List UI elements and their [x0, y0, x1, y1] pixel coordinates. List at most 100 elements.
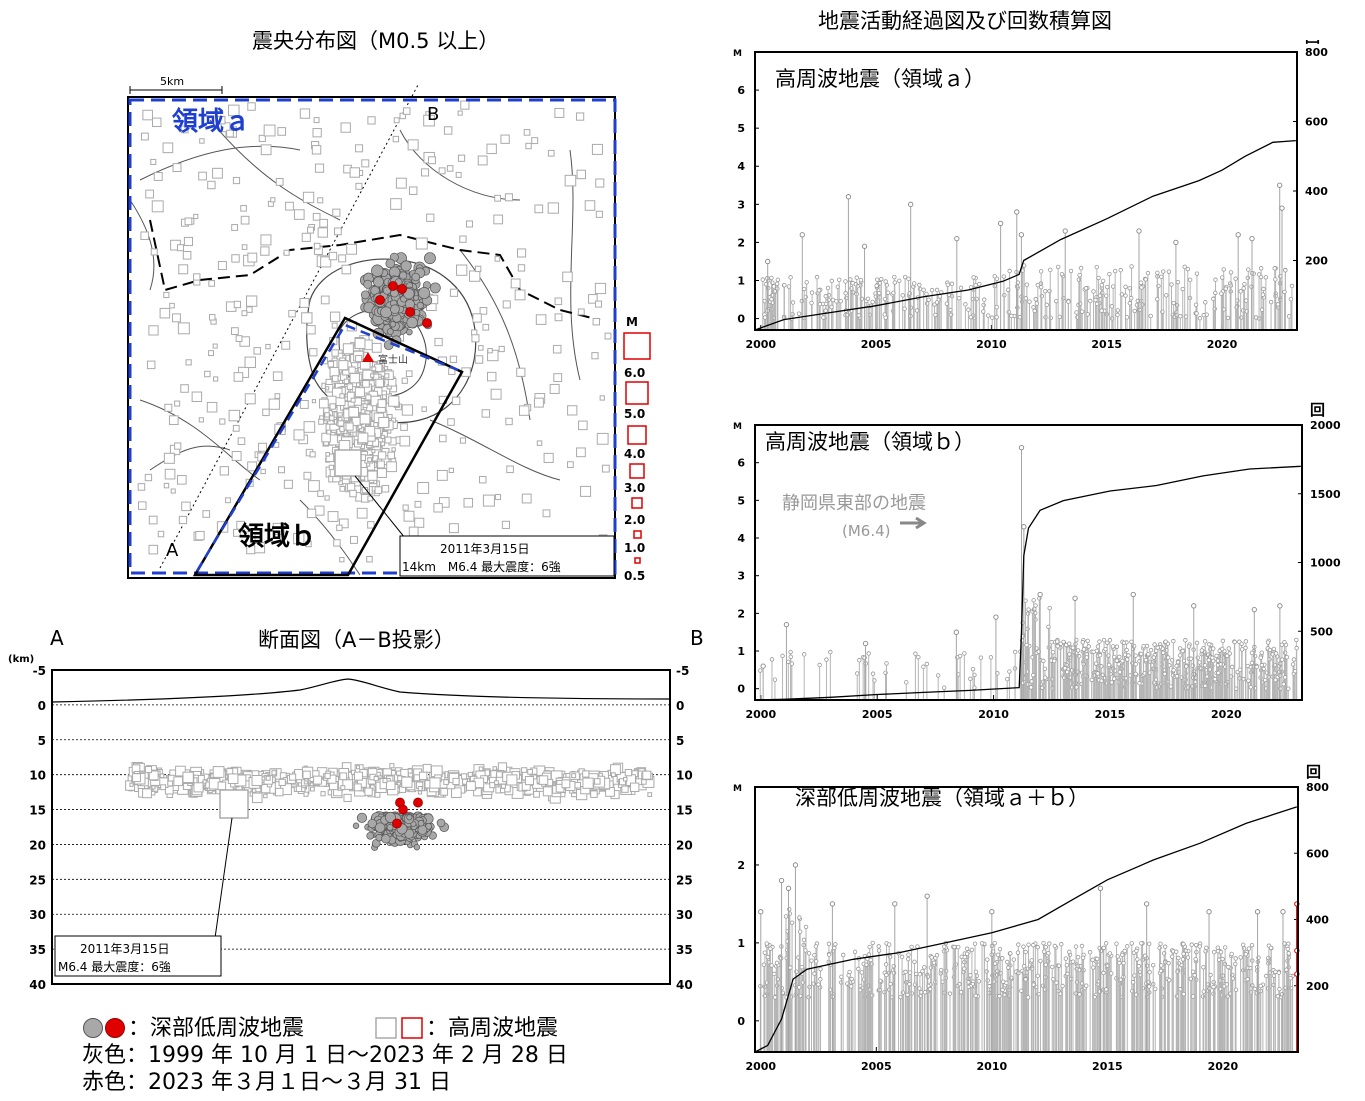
- high-frequency-event: [399, 435, 411, 447]
- magnitude-point: [976, 979, 982, 984]
- high-frequency-event: [329, 415, 335, 421]
- magnitude-point: [1211, 296, 1216, 302]
- left-axis-label: M: [733, 784, 742, 794]
- magnitude-point: [772, 677, 778, 682]
- high-frequency-event: [533, 790, 540, 798]
- deep-low-frequency-events-map: [359, 252, 441, 351]
- magnitude-point: [1081, 647, 1087, 652]
- high-frequency-event: [377, 468, 387, 478]
- high-frequency-event: [599, 395, 605, 401]
- high-frequency-event: [260, 246, 270, 256]
- magnitude-point: [825, 285, 831, 291]
- high-frequency-event: [474, 355, 484, 364]
- magnitude-point: [1189, 942, 1194, 947]
- magnitude-point: [1256, 272, 1262, 277]
- high-frequency-event: [401, 404, 414, 416]
- magnitude-point: [1219, 275, 1225, 280]
- magnitude-point: [1074, 310, 1079, 315]
- magnitude-point: [1063, 642, 1069, 648]
- magnitude-point: [1230, 664, 1235, 670]
- high-frequency-event: [333, 539, 341, 547]
- magnitude-point: [1110, 284, 1116, 289]
- magnitude-point: [1282, 289, 1287, 295]
- high-frequency-event: [241, 525, 249, 533]
- high-frequency-event: [153, 172, 163, 181]
- x-tick-label: 2005: [861, 1060, 892, 1073]
- x-tick-label: 2020: [1208, 1060, 1239, 1073]
- high-frequency-event: [367, 116, 376, 125]
- magnitude-point: [1171, 300, 1176, 306]
- high-frequency-event: [535, 314, 547, 325]
- recent-deep-low-frequency-event: [375, 295, 385, 305]
- high-frequency-event: [247, 252, 258, 263]
- magnitude-peak-point: [765, 258, 771, 265]
- high-frequency-event: [353, 783, 362, 792]
- high-frequency-event: [560, 791, 566, 798]
- deep-low-frequency-event: [406, 316, 418, 329]
- magnitude-point: [1093, 661, 1099, 666]
- high-frequency-event: [426, 213, 435, 222]
- right-tick-label: 800: [1305, 46, 1328, 59]
- magnitude-point: [1282, 639, 1287, 645]
- depth-tick-left: 0: [38, 699, 46, 713]
- magnitude-point: [1007, 669, 1012, 674]
- depth-tick-right: 35: [676, 943, 693, 957]
- high-frequency-event: [208, 350, 214, 357]
- high-frequency-event: [459, 235, 467, 243]
- high-frequency-event: [181, 501, 191, 512]
- magnitude-point: [968, 314, 974, 320]
- legend-high-label: ：高周波地震: [426, 1016, 559, 1041]
- high-frequency-event: [260, 144, 272, 156]
- high-frequency-event: [339, 772, 348, 781]
- magnitude-point: [1053, 298, 1059, 304]
- magnitude-point: [883, 315, 888, 320]
- magnitude-point: [1225, 994, 1230, 999]
- deep-low-frequency-event: [384, 811, 396, 823]
- magnitude-point: [814, 274, 820, 280]
- magnitude-peak-point: [1136, 228, 1142, 234]
- magnitude-point: [769, 275, 774, 281]
- high-frequency-event: [146, 360, 156, 370]
- magnitude-point: [1115, 312, 1120, 318]
- high-frequency-event: [307, 226, 314, 234]
- left-tick-label: 0: [737, 683, 745, 696]
- high-frequency-event: [207, 180, 216, 190]
- high-frequency-event: [353, 771, 363, 781]
- magnitude-point: [1105, 284, 1110, 290]
- high-frequency-event: [164, 468, 176, 480]
- high-frequency-event: [202, 779, 207, 784]
- high-frequency-event: [580, 485, 592, 497]
- magnitude-point: [1127, 301, 1133, 306]
- high-frequency-event: [327, 361, 335, 368]
- section-callout-line2: M6.4 最大震度：6強: [58, 959, 171, 974]
- timeseries-title: 地震活動経過図及び回数積算図: [818, 9, 1112, 33]
- deep-low-frequency-event: [371, 264, 384, 277]
- magnitude-peak-point: [799, 232, 805, 238]
- magnitude-point: [1133, 662, 1138, 667]
- high-frequency-event: [233, 300, 242, 309]
- high-frequency-event: [364, 426, 376, 437]
- deep-low-frequency-event: [424, 252, 436, 265]
- left-tick-label: 2: [737, 607, 745, 620]
- deep-low-frequency-event: [366, 831, 375, 840]
- deep-low-frequency-events-section: [352, 797, 449, 851]
- magnitude-point: [897, 278, 902, 284]
- left-tick-label: 3: [737, 198, 745, 211]
- left-tick-label: 4: [737, 532, 745, 545]
- high-frequency-event: [395, 177, 407, 189]
- high-frequency-event: [582, 770, 590, 778]
- magnitude-point: [913, 651, 918, 656]
- magnitude-point: [1161, 650, 1166, 655]
- magnitude-point: [892, 280, 897, 285]
- mag-label: 3.0: [624, 481, 645, 495]
- high-frequency-event: [345, 422, 354, 431]
- right-axis-label: 回: [1306, 763, 1321, 781]
- magnitude-peak-point: [1279, 205, 1285, 211]
- high-frequency-event: [414, 500, 422, 508]
- high-frequency-event: [170, 488, 176, 494]
- magnitude-point: [929, 287, 935, 293]
- mag-square-3: [629, 463, 645, 479]
- magnitude-point: [916, 654, 921, 660]
- high-frequency-event: [219, 466, 230, 476]
